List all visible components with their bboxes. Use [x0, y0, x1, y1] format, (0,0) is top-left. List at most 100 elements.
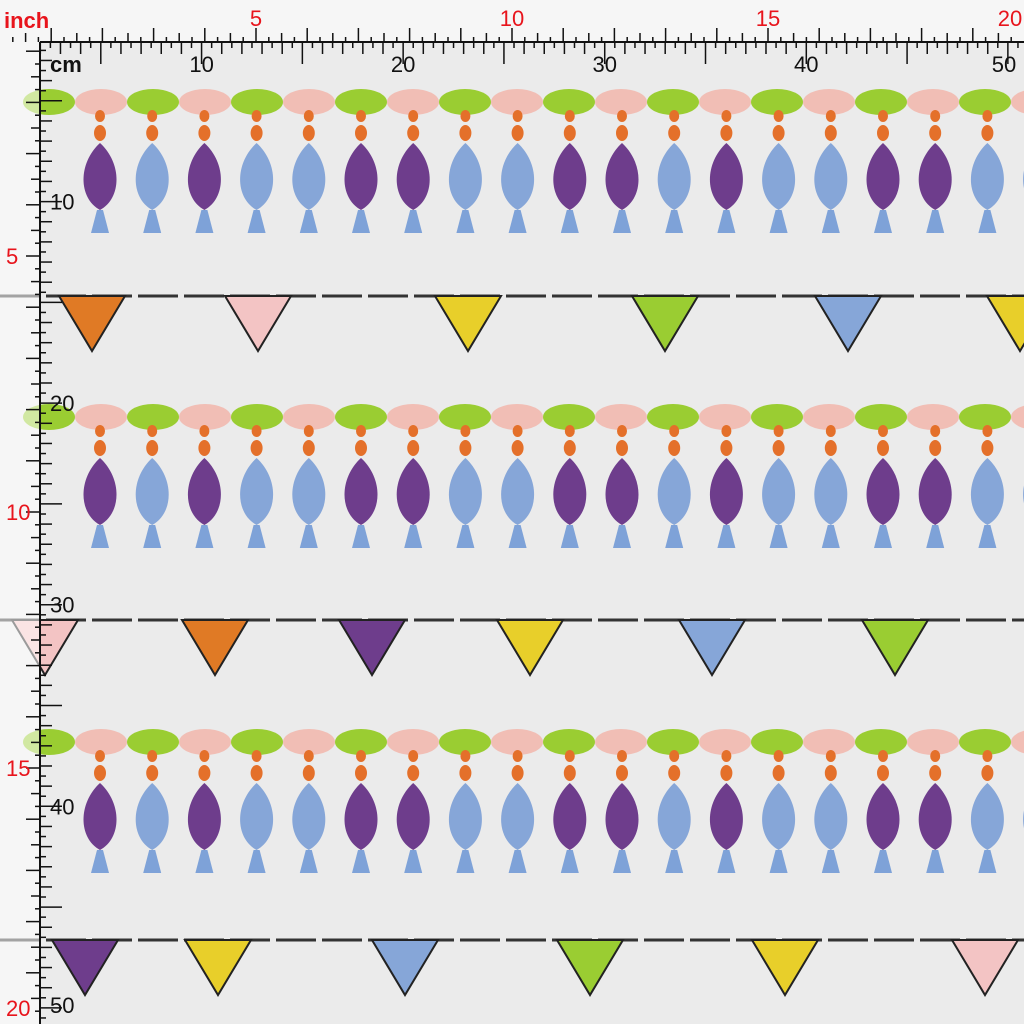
tassel — [352, 210, 370, 233]
drop — [187, 143, 221, 210]
leaf — [127, 404, 179, 430]
bead — [668, 765, 681, 781]
bead — [720, 765, 733, 781]
bead — [929, 125, 942, 141]
bead — [147, 110, 158, 122]
tassel — [456, 850, 475, 873]
flag — [750, 939, 820, 997]
bead — [877, 765, 889, 781]
bead — [824, 765, 837, 781]
leaf — [699, 404, 751, 430]
tassel — [978, 525, 997, 548]
leaf — [127, 729, 179, 755]
drop — [448, 143, 482, 210]
leaf — [803, 404, 855, 430]
leaf — [491, 729, 543, 755]
tassel — [717, 210, 736, 233]
leaf — [803, 729, 855, 755]
tassel — [560, 525, 579, 548]
bead — [878, 750, 888, 762]
bead — [460, 110, 471, 122]
tassel — [665, 210, 684, 233]
rulers: inch cm 5 10 15 20 10 20 30 40 50 5 10 15 20 10 20 30 40… — [4, 6, 1024, 1024]
cm-label: 20 — [391, 52, 415, 77]
bead — [563, 125, 576, 141]
leaf — [1011, 405, 1024, 429]
bead — [564, 110, 575, 122]
bead — [512, 110, 523, 122]
inch-label: 15 — [756, 6, 780, 31]
tassel — [195, 525, 214, 548]
drop — [501, 458, 535, 525]
cm-label: 10 — [189, 52, 213, 77]
cm-unit-label: cm — [50, 52, 82, 77]
leaf — [491, 404, 543, 430]
bead — [930, 750, 941, 762]
leaf — [439, 729, 491, 755]
tassel — [926, 850, 945, 873]
bead — [94, 125, 106, 141]
leaf — [959, 404, 1011, 430]
inch-label: 10 — [6, 500, 30, 525]
flag — [950, 939, 1020, 997]
tassel — [91, 525, 109, 548]
drop — [553, 458, 587, 525]
bead — [772, 125, 785, 141]
drop — [814, 458, 848, 525]
leaf — [647, 729, 699, 755]
leaf — [179, 89, 231, 115]
bead — [355, 440, 367, 456]
bead — [356, 750, 366, 762]
tassel — [195, 210, 214, 233]
leaf — [439, 89, 491, 115]
inch-label: 20 — [998, 6, 1022, 31]
bead — [302, 440, 315, 456]
leaf — [803, 89, 855, 115]
tassel — [978, 850, 997, 873]
tassel — [874, 850, 892, 873]
leaf — [855, 729, 907, 755]
drop — [292, 783, 326, 850]
bead — [929, 765, 942, 781]
flag — [813, 295, 883, 353]
tassel — [91, 210, 109, 233]
leaf — [1011, 90, 1024, 114]
drop — [187, 783, 221, 850]
bead — [773, 425, 784, 437]
leaf — [283, 729, 335, 755]
bead — [146, 125, 159, 141]
leaf — [335, 729, 387, 755]
drop — [605, 143, 639, 210]
bead — [302, 125, 315, 141]
tassel — [978, 210, 997, 233]
bead — [720, 440, 733, 456]
leaf — [959, 89, 1011, 115]
bead — [303, 425, 314, 437]
tassel — [352, 850, 370, 873]
drop — [657, 783, 691, 850]
bead — [459, 440, 472, 456]
bead — [617, 750, 627, 762]
bead — [460, 425, 471, 437]
inch-label: 10 — [500, 6, 524, 31]
drop — [396, 458, 430, 525]
bead — [95, 750, 105, 762]
bead — [929, 440, 942, 456]
leaf — [387, 89, 439, 115]
drop — [918, 458, 952, 525]
bead — [616, 765, 628, 781]
tassel — [247, 210, 266, 233]
bead — [930, 110, 941, 122]
tassel — [404, 525, 423, 548]
bead — [302, 765, 315, 781]
bead — [617, 425, 627, 437]
bead — [773, 750, 784, 762]
bead — [721, 110, 732, 122]
bead — [95, 110, 105, 122]
bead — [825, 425, 836, 437]
drop — [501, 783, 535, 850]
bead — [408, 750, 419, 762]
bead — [563, 765, 576, 781]
tassel — [247, 850, 266, 873]
drop — [240, 783, 274, 850]
